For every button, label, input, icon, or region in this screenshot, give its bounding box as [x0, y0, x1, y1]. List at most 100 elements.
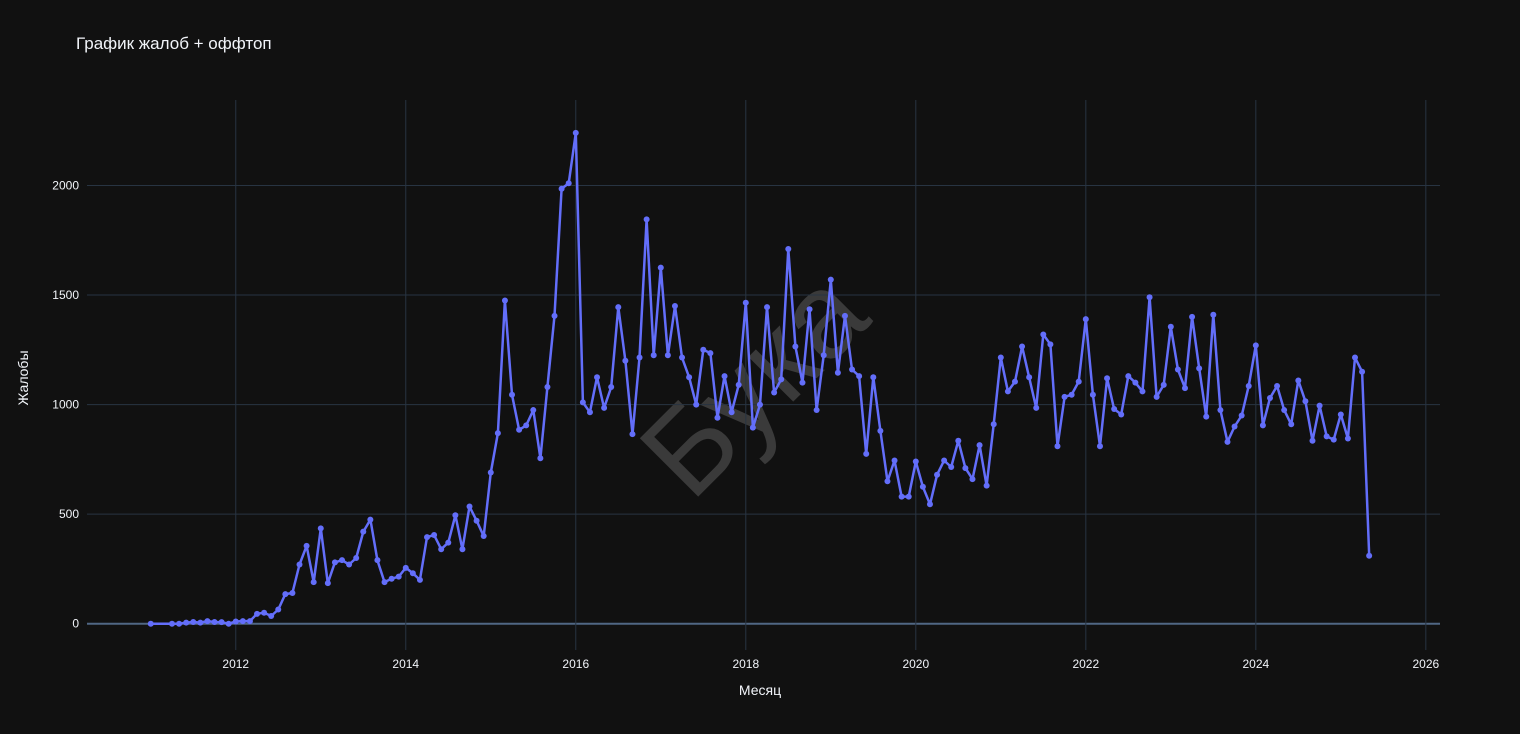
marker	[1274, 382, 1281, 389]
marker	[324, 580, 331, 587]
marker	[1359, 368, 1366, 375]
y-tick-label: 0	[72, 617, 79, 631]
marker	[926, 501, 933, 508]
marker	[756, 401, 763, 408]
marker	[629, 431, 636, 438]
marker	[1146, 294, 1153, 301]
marker	[438, 546, 445, 553]
y-tick-label: 1000	[52, 398, 79, 412]
marker	[331, 559, 338, 566]
marker	[1061, 393, 1068, 400]
marker	[1210, 311, 1217, 318]
marker	[749, 424, 756, 431]
marker	[1026, 374, 1033, 381]
marker	[509, 391, 516, 398]
marker	[289, 590, 296, 597]
marker	[785, 246, 792, 253]
marker	[232, 618, 239, 625]
marker	[1231, 423, 1238, 430]
marker	[303, 542, 310, 549]
marker	[1366, 552, 1373, 559]
marker	[1295, 377, 1302, 384]
marker	[586, 409, 593, 416]
marker	[558, 185, 565, 192]
marker	[1004, 388, 1011, 395]
x-tick-label: 2024	[1242, 657, 1269, 671]
marker	[898, 493, 905, 500]
y-axis-title: Жалобы	[15, 350, 31, 405]
marker	[1259, 422, 1266, 429]
marker	[190, 618, 197, 625]
marker	[721, 373, 728, 380]
marker	[1351, 354, 1358, 361]
marker	[969, 476, 976, 483]
marker	[1323, 433, 1330, 440]
marker	[239, 618, 246, 625]
marker	[608, 384, 615, 391]
marker	[246, 618, 253, 625]
marker	[1153, 393, 1160, 400]
marker	[905, 493, 912, 500]
marker	[1302, 398, 1309, 405]
marker	[622, 357, 629, 364]
marker	[176, 620, 183, 627]
marker	[211, 618, 218, 625]
marker	[1047, 341, 1054, 348]
marker	[601, 404, 608, 411]
x-tick-label: 2018	[732, 657, 759, 671]
y-tick-label: 1500	[52, 288, 79, 302]
marker	[1337, 411, 1344, 418]
marker	[856, 373, 863, 380]
marker	[1089, 391, 1096, 398]
marker	[416, 576, 423, 583]
marker	[1167, 323, 1174, 330]
marker	[395, 573, 402, 580]
marker	[962, 465, 969, 472]
x-tick-label: 2014	[392, 657, 419, 671]
marker	[941, 457, 948, 464]
marker	[1266, 395, 1273, 402]
marker	[402, 564, 409, 571]
marker	[431, 531, 438, 538]
marker	[225, 620, 232, 627]
x-tick-label: 2026	[1412, 657, 1439, 671]
marker	[1309, 437, 1316, 444]
chart-title: График жалоб + оффтоп	[76, 34, 272, 53]
marker	[700, 346, 707, 353]
marker	[1068, 391, 1075, 398]
marker	[1344, 435, 1351, 442]
marker	[657, 264, 664, 271]
marker	[1132, 379, 1139, 386]
x-tick-label: 2022	[1072, 657, 1099, 671]
marker	[409, 570, 416, 577]
marker	[551, 312, 558, 319]
marker	[579, 399, 586, 406]
marker	[615, 304, 622, 311]
marker	[339, 557, 346, 564]
marker	[572, 129, 579, 136]
marker	[147, 620, 154, 627]
marker	[849, 366, 856, 373]
y-tick-label: 500	[59, 507, 79, 521]
marker	[523, 422, 530, 429]
marker	[1096, 443, 1103, 450]
marker	[487, 469, 494, 476]
marker	[317, 525, 324, 532]
marker	[686, 374, 693, 381]
marker	[218, 619, 225, 626]
marker	[643, 216, 650, 223]
marker	[530, 407, 537, 414]
marker	[707, 350, 714, 357]
marker	[544, 384, 551, 391]
x-tick-label: 2016	[562, 657, 589, 671]
marker	[778, 376, 785, 383]
marker	[671, 302, 678, 309]
marker	[650, 352, 657, 359]
marker	[834, 369, 841, 376]
marker	[1181, 385, 1188, 392]
marker	[877, 427, 884, 434]
x-axis-title: Месяц	[739, 682, 781, 698]
marker	[806, 306, 813, 313]
marker	[792, 343, 799, 350]
